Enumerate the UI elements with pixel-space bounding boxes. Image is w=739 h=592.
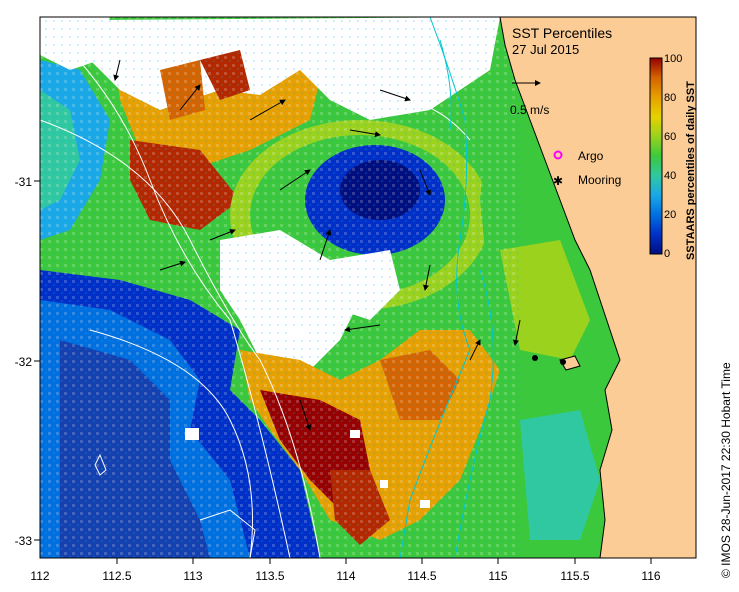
x-tick-label: 114 [336,569,355,583]
x-tick-label: 116 [641,569,660,583]
mooring-star-icon: ✱ [553,174,563,188]
colorbar: 100 80 60 40 20 0 SSTAARS percentiles of… [649,53,697,260]
x-tick-label: 115 [488,569,507,583]
argo-ring-icon [553,150,563,160]
colorbar-label: SSTAARS percentiles of daily SST [685,81,697,260]
scale-arrow-label: 0.5 m/s [510,103,549,117]
sst-contours [40,39,471,558]
velocity-arrows [113,59,521,431]
y-axis: -31 -32 -33 [15,175,33,548]
x-tick-label: 113 [183,569,202,583]
y-tick-label: -33 [15,534,33,548]
y-tick-label: -32 [15,355,33,369]
colorbar-tick: 0 [664,248,670,260]
x-axis: 112 112.5 113 113.5 114 114.5 115 115.5 … [30,569,660,583]
legend-mooring-label: Mooring [578,173,621,187]
colorbar-tick: 60 [664,131,676,143]
x-tick-label: 114.5 [407,569,436,583]
imos-credit: © IMOS 28-Jun-2017 22:30 Hobart Time [719,362,733,578]
mooring-marker [560,359,566,365]
x-tick-label: 112 [30,569,49,583]
x-tick-label: 112.5 [102,569,131,583]
x-tick-label: 115.5 [560,569,589,583]
sst-field [40,17,696,558]
mooring-marker [532,355,538,361]
colorbar-tick: 40 [664,170,676,182]
legend-argo-label: Argo [578,149,604,163]
map-frame [39,16,697,559]
colorbar-scale [649,57,663,255]
colorbar-tick: 80 [664,92,676,104]
current-contours [399,17,494,558]
x-tick-label: 113.5 [255,569,284,583]
map-date: 27 Jul 2015 [512,42,579,57]
x-axis-ticks [34,180,652,564]
y-tick-label: -31 [15,175,33,189]
colorbar-tick: 100 [664,53,682,65]
map-title: SST Percentiles [512,25,612,41]
legend: Argo ✱ Mooring [553,149,621,188]
colorbar-tick: 20 [664,209,676,221]
